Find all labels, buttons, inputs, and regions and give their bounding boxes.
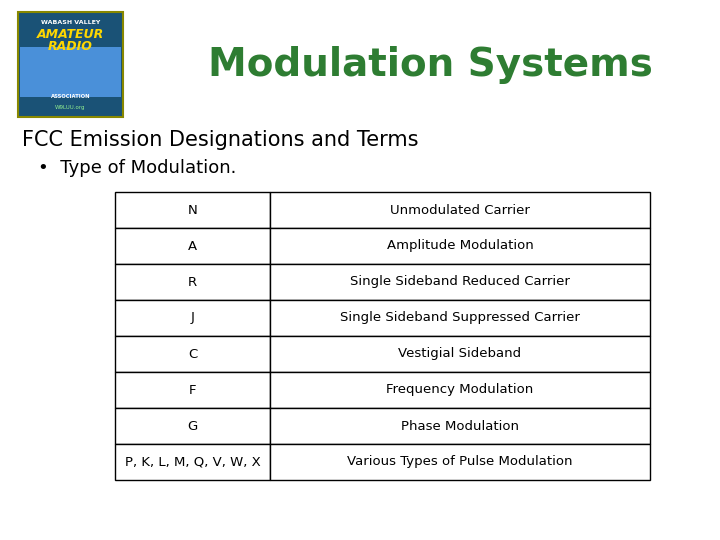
Bar [115, 372, 270, 408]
Bar [115, 192, 270, 228]
Bar [115, 336, 270, 372]
Text: J: J [191, 312, 194, 325]
Text: Modulation Systems: Modulation Systems [207, 46, 652, 84]
Text: W9LUU.org: W9LUU.org [55, 105, 86, 111]
Text: Single Sideband Reduced Carrier: Single Sideband Reduced Carrier [350, 275, 570, 288]
Text: WABASH VALLEY: WABASH VALLEY [41, 19, 100, 24]
Text: G: G [187, 420, 197, 433]
Bar [270, 192, 650, 228]
Bar [270, 336, 650, 372]
Text: Various Types of Pulse Modulation: Various Types of Pulse Modulation [347, 456, 572, 469]
Text: RADIO: RADIO [48, 39, 93, 52]
Bar [115, 228, 270, 264]
Bar [115, 264, 270, 300]
Text: F: F [189, 383, 197, 396]
Text: N: N [188, 204, 197, 217]
Text: Vestigial Sideband: Vestigial Sideband [398, 348, 521, 361]
Bar [270, 300, 650, 336]
Bar [270, 408, 650, 444]
Text: Frequency Modulation: Frequency Modulation [387, 383, 534, 396]
Text: Amplitude Modulation: Amplitude Modulation [387, 240, 534, 253]
Bar [115, 444, 270, 480]
Text: •  Type of Modulation.: • Type of Modulation. [38, 159, 236, 177]
Bar [20, 47, 121, 97]
Text: FCC Emission Designations and Terms: FCC Emission Designations and Terms [22, 130, 418, 150]
Bar [115, 408, 270, 444]
Text: Single Sideband Suppressed Carrier: Single Sideband Suppressed Carrier [340, 312, 580, 325]
Bar [270, 372, 650, 408]
Text: Phase Modulation: Phase Modulation [401, 420, 519, 433]
Text: C: C [188, 348, 197, 361]
Text: R: R [188, 275, 197, 288]
Text: ASSOCIATION: ASSOCIATION [50, 93, 90, 98]
Text: P, K, L, M, Q, V, W, X: P, K, L, M, Q, V, W, X [125, 456, 261, 469]
Bar [270, 444, 650, 480]
Bar [115, 300, 270, 336]
Bar [270, 228, 650, 264]
Bar [18, 12, 123, 117]
Bar [270, 264, 650, 300]
Text: Unmodulated Carrier: Unmodulated Carrier [390, 204, 530, 217]
Text: A: A [188, 240, 197, 253]
Text: AMATEUR: AMATEUR [37, 28, 104, 40]
